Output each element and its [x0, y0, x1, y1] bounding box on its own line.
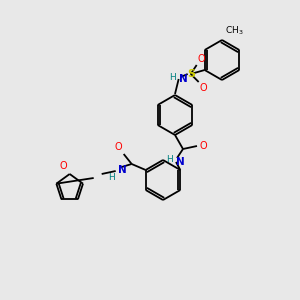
- Text: O: O: [199, 141, 207, 151]
- Text: N: N: [179, 74, 188, 84]
- Text: O: O: [200, 83, 207, 93]
- Text: N: N: [118, 165, 126, 175]
- Text: H: H: [166, 155, 173, 164]
- Text: O: O: [198, 54, 205, 64]
- Text: N: N: [176, 157, 185, 167]
- Text: S: S: [188, 69, 196, 79]
- Text: H: H: [169, 74, 176, 82]
- Text: H: H: [108, 173, 115, 182]
- Text: CH$_3$: CH$_3$: [225, 25, 244, 37]
- Text: O: O: [59, 161, 67, 171]
- Text: O: O: [114, 142, 122, 152]
